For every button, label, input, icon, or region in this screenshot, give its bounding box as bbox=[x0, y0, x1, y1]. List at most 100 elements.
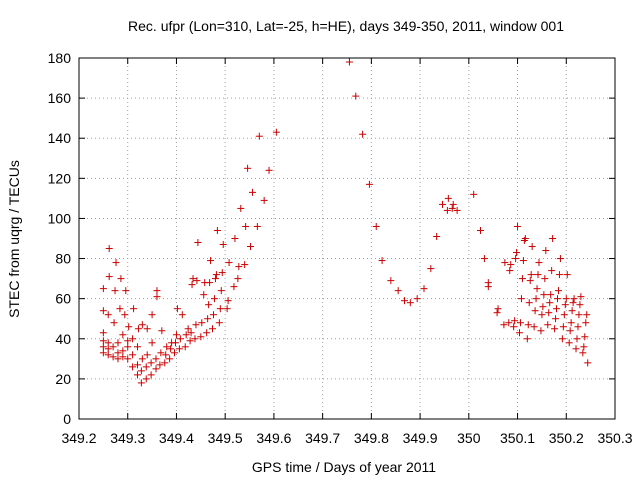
data-point bbox=[560, 311, 568, 319]
data-point bbox=[572, 345, 580, 353]
data-point bbox=[449, 200, 457, 208]
data-point bbox=[156, 361, 164, 369]
x-tick-label: 349.9 bbox=[403, 430, 438, 446]
data-point bbox=[515, 329, 523, 337]
x-tick-label: 350.2 bbox=[549, 430, 584, 446]
data-point bbox=[225, 259, 233, 267]
y-tick-label: 100 bbox=[48, 210, 72, 226]
y-axis-label: STEC from uqrg / TECUs bbox=[6, 160, 22, 318]
chart-title: Rec. ufpr (Lon=310, Lat=-25, h=HE), days… bbox=[128, 18, 564, 34]
data-point bbox=[576, 301, 584, 309]
y-tick-label: 40 bbox=[55, 331, 71, 347]
data-point bbox=[119, 347, 127, 355]
data-point bbox=[129, 363, 137, 371]
data-point bbox=[523, 335, 531, 343]
data-point bbox=[413, 295, 421, 303]
x-tick-label: 349.4 bbox=[159, 430, 194, 446]
data-point bbox=[570, 295, 578, 303]
data-point bbox=[184, 325, 192, 333]
data-point bbox=[167, 345, 175, 353]
data-point bbox=[143, 351, 151, 359]
data-point bbox=[104, 339, 112, 347]
data-point bbox=[205, 301, 213, 309]
data-point bbox=[198, 319, 206, 327]
data-point bbox=[387, 277, 395, 285]
data-point bbox=[224, 297, 232, 305]
data-point bbox=[147, 371, 155, 379]
data-point bbox=[272, 128, 280, 136]
data-point bbox=[211, 275, 219, 283]
data-point bbox=[216, 305, 224, 313]
data-point bbox=[439, 200, 447, 208]
data-point bbox=[109, 353, 117, 361]
x-tick-label: 349.7 bbox=[305, 430, 340, 446]
y-axis: 0 20 40 60 80 100 120 140 160 180 bbox=[48, 50, 615, 427]
data-point bbox=[539, 303, 547, 311]
data-point bbox=[133, 343, 141, 351]
x-tick-label: 349.8 bbox=[354, 430, 389, 446]
data-point bbox=[507, 261, 515, 269]
data-point bbox=[477, 226, 485, 234]
data-point bbox=[575, 311, 583, 319]
data-point bbox=[561, 301, 569, 309]
y-tick-label: 0 bbox=[63, 411, 71, 427]
data-point bbox=[223, 305, 231, 313]
data-point bbox=[580, 343, 588, 351]
data-point bbox=[111, 287, 119, 295]
data-point bbox=[119, 353, 127, 361]
data-point bbox=[209, 325, 217, 333]
y-tick-label: 160 bbox=[48, 90, 72, 106]
data-point bbox=[153, 287, 161, 295]
data-point bbox=[566, 327, 574, 335]
data-point bbox=[565, 339, 573, 347]
data-point bbox=[542, 247, 550, 255]
data-point bbox=[134, 325, 142, 333]
data-point bbox=[394, 287, 402, 295]
data-point bbox=[527, 271, 535, 279]
data-point bbox=[552, 315, 560, 323]
data-point bbox=[114, 349, 122, 357]
data-point bbox=[137, 367, 145, 375]
data-point bbox=[581, 333, 589, 341]
data-point bbox=[352, 92, 360, 100]
data-point bbox=[569, 299, 577, 307]
data-point bbox=[516, 319, 524, 327]
data-point bbox=[538, 311, 546, 319]
data-point bbox=[247, 243, 255, 251]
data-point bbox=[517, 295, 525, 303]
data-point bbox=[237, 204, 245, 212]
data-point bbox=[535, 259, 543, 267]
data-point bbox=[260, 196, 268, 204]
data-point bbox=[400, 297, 408, 305]
data-point bbox=[166, 355, 174, 363]
data-point bbox=[255, 132, 263, 140]
data-point bbox=[556, 255, 564, 263]
data-point bbox=[553, 305, 561, 313]
data-point bbox=[480, 255, 488, 263]
data-point bbox=[544, 321, 552, 329]
data-point bbox=[242, 222, 250, 230]
data-point bbox=[545, 309, 553, 317]
data-point bbox=[114, 355, 122, 363]
data-point bbox=[99, 307, 107, 315]
data-point bbox=[241, 261, 249, 269]
data-point bbox=[105, 245, 113, 253]
data-point bbox=[124, 343, 132, 351]
data-point bbox=[567, 319, 575, 327]
data-point bbox=[209, 311, 217, 319]
data-point bbox=[122, 287, 130, 295]
y-tick-label: 80 bbox=[55, 251, 71, 267]
data-point bbox=[158, 327, 166, 335]
data-point bbox=[143, 325, 151, 333]
data-point bbox=[555, 271, 563, 279]
data-point bbox=[204, 315, 212, 323]
data-point bbox=[372, 222, 380, 230]
data-point bbox=[506, 267, 514, 275]
data-point bbox=[231, 235, 239, 242]
data-point bbox=[217, 287, 225, 295]
plot-frame bbox=[78, 57, 616, 420]
data-point bbox=[501, 259, 509, 267]
data-point bbox=[99, 349, 107, 357]
y-tick-label: 60 bbox=[55, 291, 71, 307]
data-point bbox=[124, 355, 132, 363]
